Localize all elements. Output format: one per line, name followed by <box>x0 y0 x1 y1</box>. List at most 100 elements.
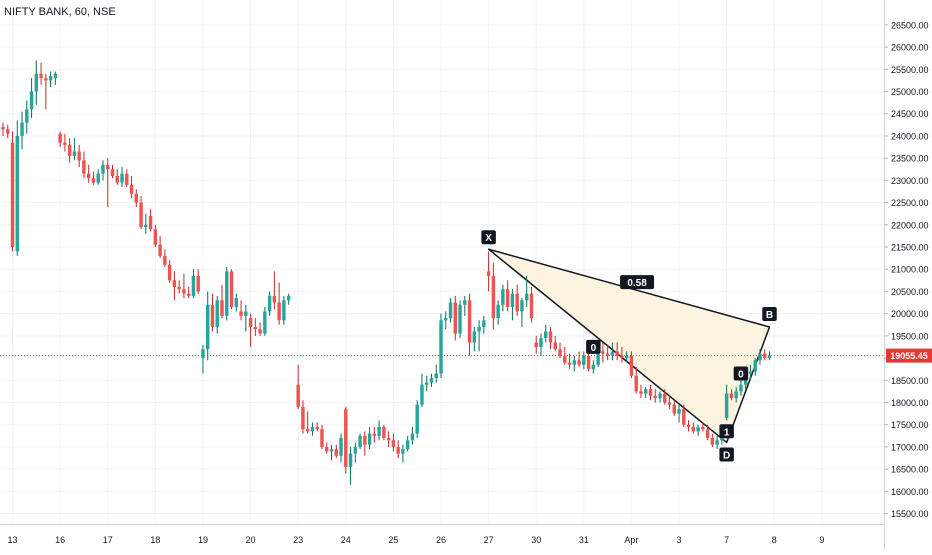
candle-down <box>363 431 367 456</box>
candle-down <box>682 404 686 427</box>
candle-body <box>429 378 434 383</box>
label-box <box>719 424 734 439</box>
candle-body <box>491 275 496 319</box>
price-tick-label: 17500.00 <box>891 420 929 430</box>
candle-body <box>67 144 72 156</box>
candle-body <box>534 342 538 347</box>
candle-body <box>705 429 710 439</box>
label-text: D <box>723 450 730 461</box>
label-text: 0.58 <box>627 278 647 289</box>
candle-down <box>710 433 715 447</box>
candle-up <box>448 298 453 323</box>
candle-up <box>524 275 529 307</box>
candle-body <box>53 73 58 79</box>
price-tick-label: 17000.00 <box>891 442 929 452</box>
time-tick-label: 26 <box>436 535 446 545</box>
candle-body <box>101 164 105 174</box>
label-text: 1 <box>724 427 730 438</box>
candle-body <box>115 175 119 183</box>
candle-up <box>225 267 229 321</box>
candle-down <box>325 442 329 454</box>
label-text: 0 <box>738 370 744 381</box>
candle-body <box>553 342 557 350</box>
candle-down <box>558 342 562 359</box>
candle-body <box>172 280 177 287</box>
candle-body <box>724 393 729 419</box>
time-tick-label: 17 <box>103 535 113 545</box>
candle-body <box>48 75 53 81</box>
candle-up <box>520 298 524 327</box>
candle-up <box>434 364 438 383</box>
price-badge-label: 19055.45 <box>890 351 928 361</box>
candle-body <box>577 360 581 365</box>
candle-body <box>701 426 705 430</box>
pattern-point-b: B <box>762 306 777 321</box>
time-tick-label: 24 <box>341 535 351 545</box>
candle-up <box>263 306 267 336</box>
candle-up <box>310 422 315 436</box>
candle-body <box>344 409 348 467</box>
candle-up <box>339 433 343 463</box>
candle-body <box>144 224 148 228</box>
candle-down <box>315 422 319 432</box>
candle-body <box>139 202 143 228</box>
candle-body <box>601 351 605 354</box>
pattern-point-d: D <box>719 447 734 462</box>
candle-down <box>672 400 676 416</box>
candle-body <box>425 382 429 385</box>
candle-up <box>96 169 100 185</box>
candle-up <box>582 351 586 370</box>
candle-down <box>167 260 172 283</box>
candle-down <box>386 431 391 447</box>
candle-body <box>596 351 600 365</box>
candle-body <box>629 355 634 376</box>
candle-up <box>206 291 210 361</box>
candle-down <box>601 342 605 363</box>
candle-body <box>753 360 757 372</box>
candle-up <box>282 295 286 325</box>
candle-body <box>648 389 653 396</box>
candle-body <box>572 360 577 365</box>
candle-up <box>477 320 481 352</box>
candle-body <box>482 320 486 327</box>
candle-down <box>648 384 653 401</box>
candle-up <box>244 304 248 332</box>
candle-down <box>153 224 158 248</box>
candle-down <box>82 151 86 179</box>
price-tick-label: 25500.00 <box>891 65 929 75</box>
candle-up <box>234 293 238 312</box>
candle-down <box>467 293 472 356</box>
candle-body <box>72 151 77 156</box>
candle-up <box>29 78 34 119</box>
candle-body <box>348 453 353 467</box>
time-tick-label: 20 <box>246 535 256 545</box>
time-tick-label: 25 <box>388 535 398 545</box>
candle-up <box>425 375 429 392</box>
candle-up <box>120 167 124 188</box>
candle-up <box>191 269 196 299</box>
candle-up <box>48 71 53 88</box>
candle-down <box>1 122 5 136</box>
candle-body <box>248 318 253 327</box>
candle-body <box>25 109 29 123</box>
candles-layer <box>1 60 772 485</box>
candle-down <box>620 346 624 363</box>
candle-body <box>396 446 400 454</box>
candle-body <box>282 300 286 321</box>
candle-body <box>467 300 472 343</box>
time-tick-label: 13 <box>8 535 18 545</box>
candle-down <box>453 295 457 341</box>
candle-body <box>182 289 186 294</box>
candle-body <box>296 384 300 407</box>
candle-down <box>86 164 91 183</box>
time-tick-label: 18 <box>150 535 160 545</box>
candle-down <box>653 389 657 403</box>
candle-body <box>610 351 615 356</box>
candle-body <box>739 384 743 392</box>
candle-body <box>563 355 567 363</box>
candle-down <box>239 300 243 321</box>
time-tick-label: 31 <box>579 535 589 545</box>
candle-up <box>377 420 381 441</box>
